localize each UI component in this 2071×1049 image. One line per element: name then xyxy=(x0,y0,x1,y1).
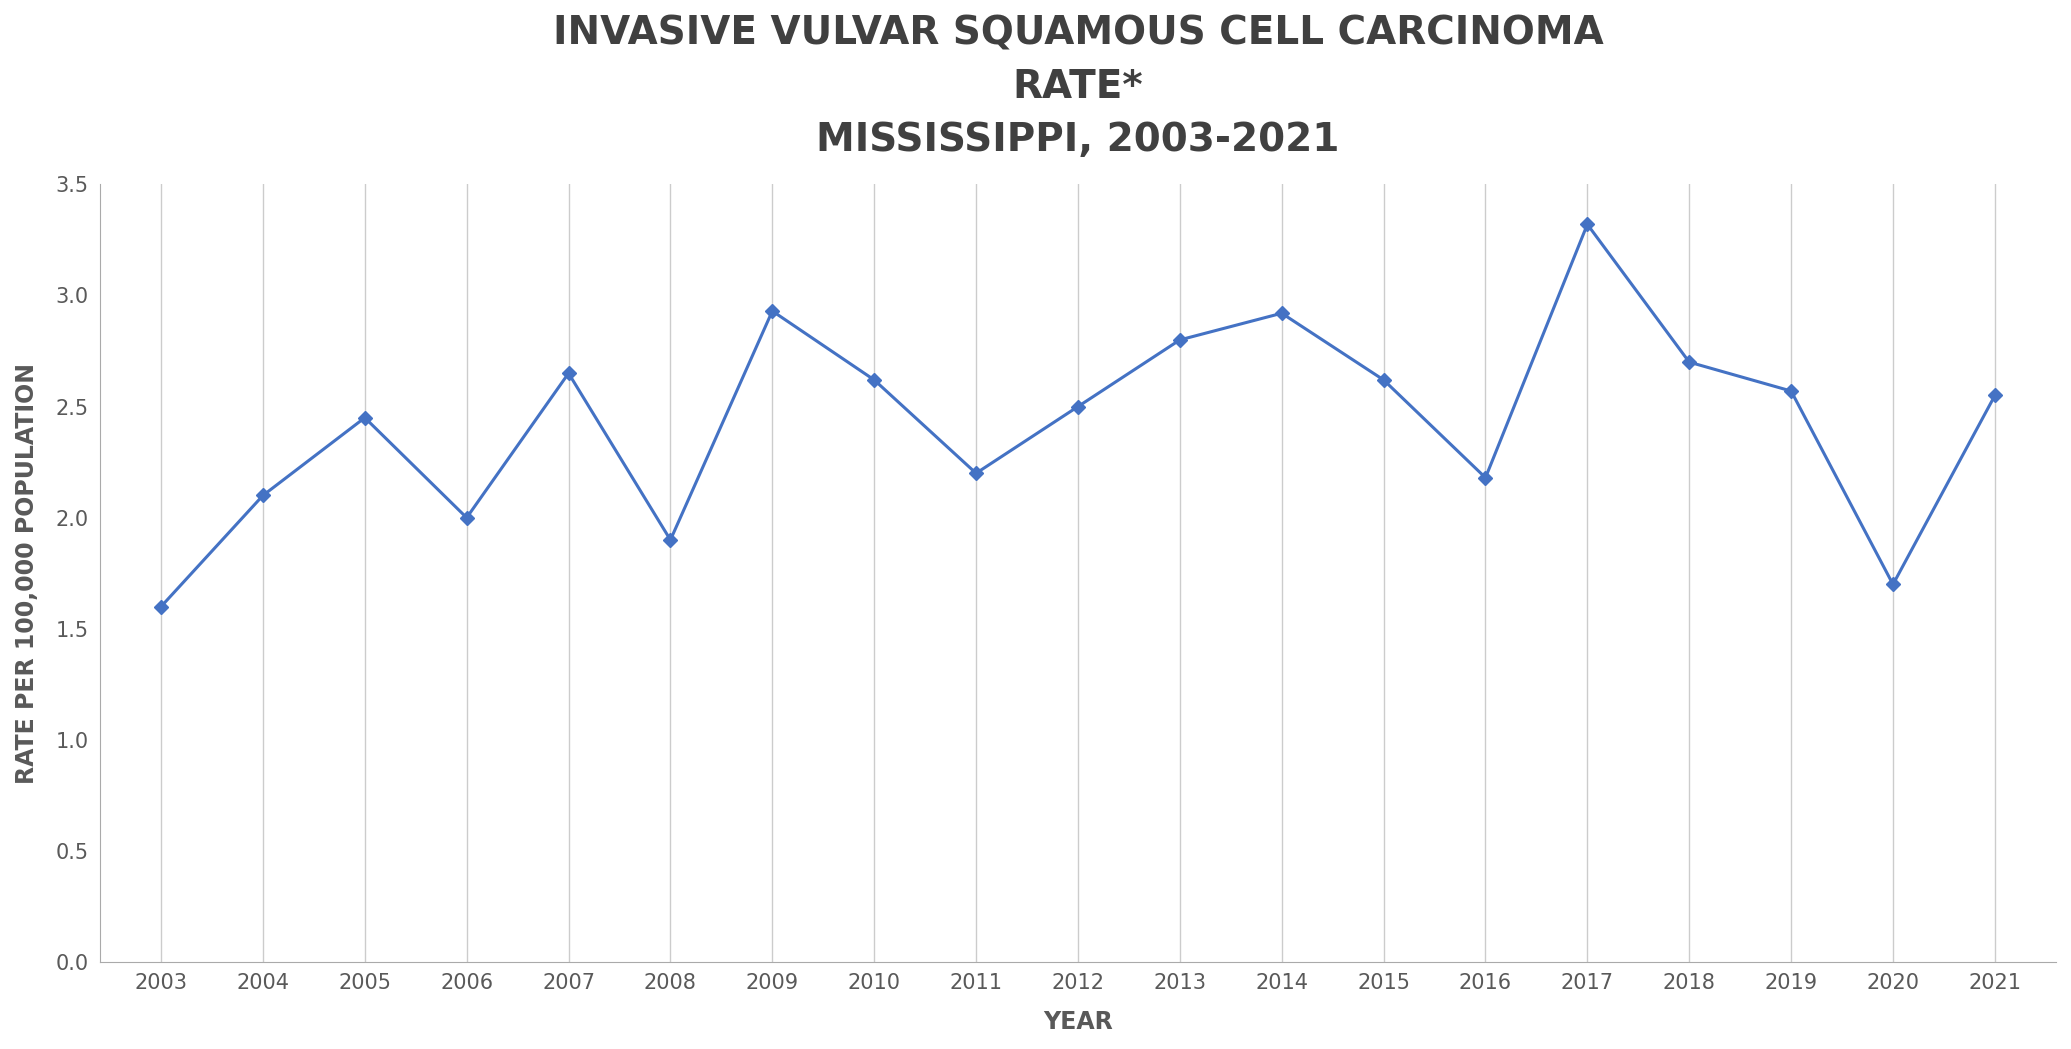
X-axis label: YEAR: YEAR xyxy=(1044,1010,1112,1034)
Y-axis label: RATE PER 100,000 POPULATION: RATE PER 100,000 POPULATION xyxy=(14,363,39,784)
Title: INVASIVE VULVAR SQUAMOUS CELL CARCINOMA
RATE*
MISSISSIPPI, 2003-2021: INVASIVE VULVAR SQUAMOUS CELL CARCINOMA … xyxy=(553,15,1603,159)
